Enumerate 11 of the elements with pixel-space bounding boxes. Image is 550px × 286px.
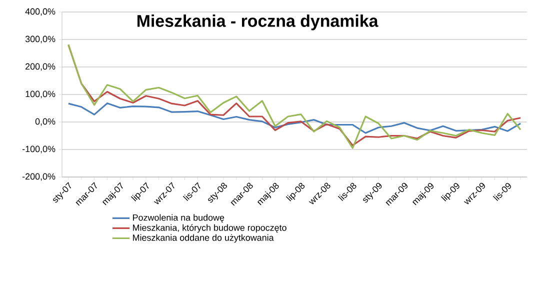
y-tick-label: 400,0% [25,8,56,16]
y-tick-label: 300,0% [25,36,56,44]
legend-label: Mieszkania oddane do użytkowania [133,234,274,243]
y-tick-label: -100,0% [22,146,56,154]
legend-label: Pozwolenia na budowę [133,214,224,223]
y-tick-label: 100,0% [26,90,56,98]
legend-label: Mieszkania, których budowe ropoczęto [133,224,286,233]
y-tick-label: 200,0% [26,63,56,71]
y-tick-label: -200,0% [22,173,56,181]
chart-title: Mieszkania - roczna dynamika [137,14,378,30]
y-tick-label: 0,0% [35,118,56,126]
